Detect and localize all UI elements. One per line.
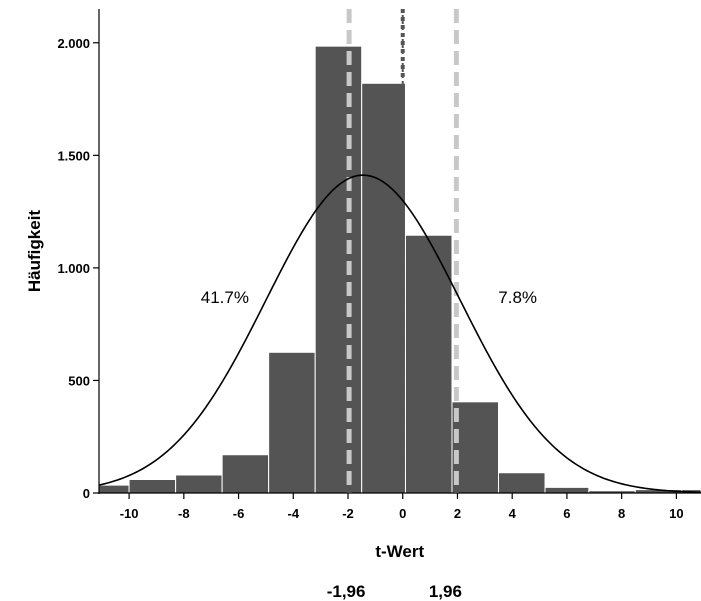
x-tick-label: 2 bbox=[454, 506, 461, 521]
histogram-bar bbox=[314, 45, 363, 494]
x-tick-label: 6 bbox=[563, 506, 570, 521]
axes: 0 500 1.000 1.500 2.000 -10 -8 -6 -4 -2 0 2 4 6 8 10 bbox=[57, 9, 701, 521]
histogram-bar bbox=[361, 82, 406, 494]
reference-lines bbox=[346, 9, 459, 493]
bars-layer bbox=[98, 45, 701, 494]
y-tick-label: 500 bbox=[68, 373, 90, 388]
x-axis-title: t-Wert bbox=[375, 542, 424, 561]
histogram-bar bbox=[544, 486, 590, 494]
percent-annotation: 7.8% bbox=[498, 288, 537, 307]
x-tick-label: -8 bbox=[178, 506, 190, 521]
y-tick-label: 1.500 bbox=[57, 148, 90, 163]
histogram-bar bbox=[175, 474, 223, 494]
percent-annotation: 41.7% bbox=[201, 288, 249, 307]
y-tick-label: 1.000 bbox=[57, 261, 90, 276]
histogram-bar bbox=[221, 454, 270, 494]
x-tick-label: -4 bbox=[288, 506, 300, 521]
y-tick-label: 0 bbox=[83, 486, 90, 501]
x-tick-label: -10 bbox=[120, 506, 139, 521]
x-tick-label: 8 bbox=[618, 506, 625, 521]
normal-curve bbox=[98, 174, 701, 494]
x-tick-label: 0 bbox=[399, 506, 406, 521]
x-tick-label: 10 bbox=[669, 506, 683, 521]
critical-value-label: 1,96 bbox=[429, 582, 462, 601]
y-tick-label: 2.000 bbox=[57, 36, 90, 51]
x-tick-label: 4 bbox=[509, 506, 517, 521]
normal-curve-layer bbox=[98, 174, 701, 494]
histogram-bar bbox=[451, 401, 500, 494]
histogram-bar bbox=[498, 472, 546, 494]
histogram-bar bbox=[98, 484, 130, 494]
critical-value-label: -1,96 bbox=[327, 582, 366, 601]
histogram-bar bbox=[128, 478, 177, 494]
labels-layer: t-Wert Häufigkeit 41.7% 7.8% -1,96 1,96 bbox=[25, 210, 537, 601]
histogram-bar bbox=[404, 234, 453, 494]
y-axis-title: Häufigkeit bbox=[25, 210, 44, 293]
x-tick-label: -6 bbox=[233, 506, 245, 521]
histogram-bar bbox=[268, 351, 316, 494]
x-tick-label: -2 bbox=[342, 506, 354, 521]
